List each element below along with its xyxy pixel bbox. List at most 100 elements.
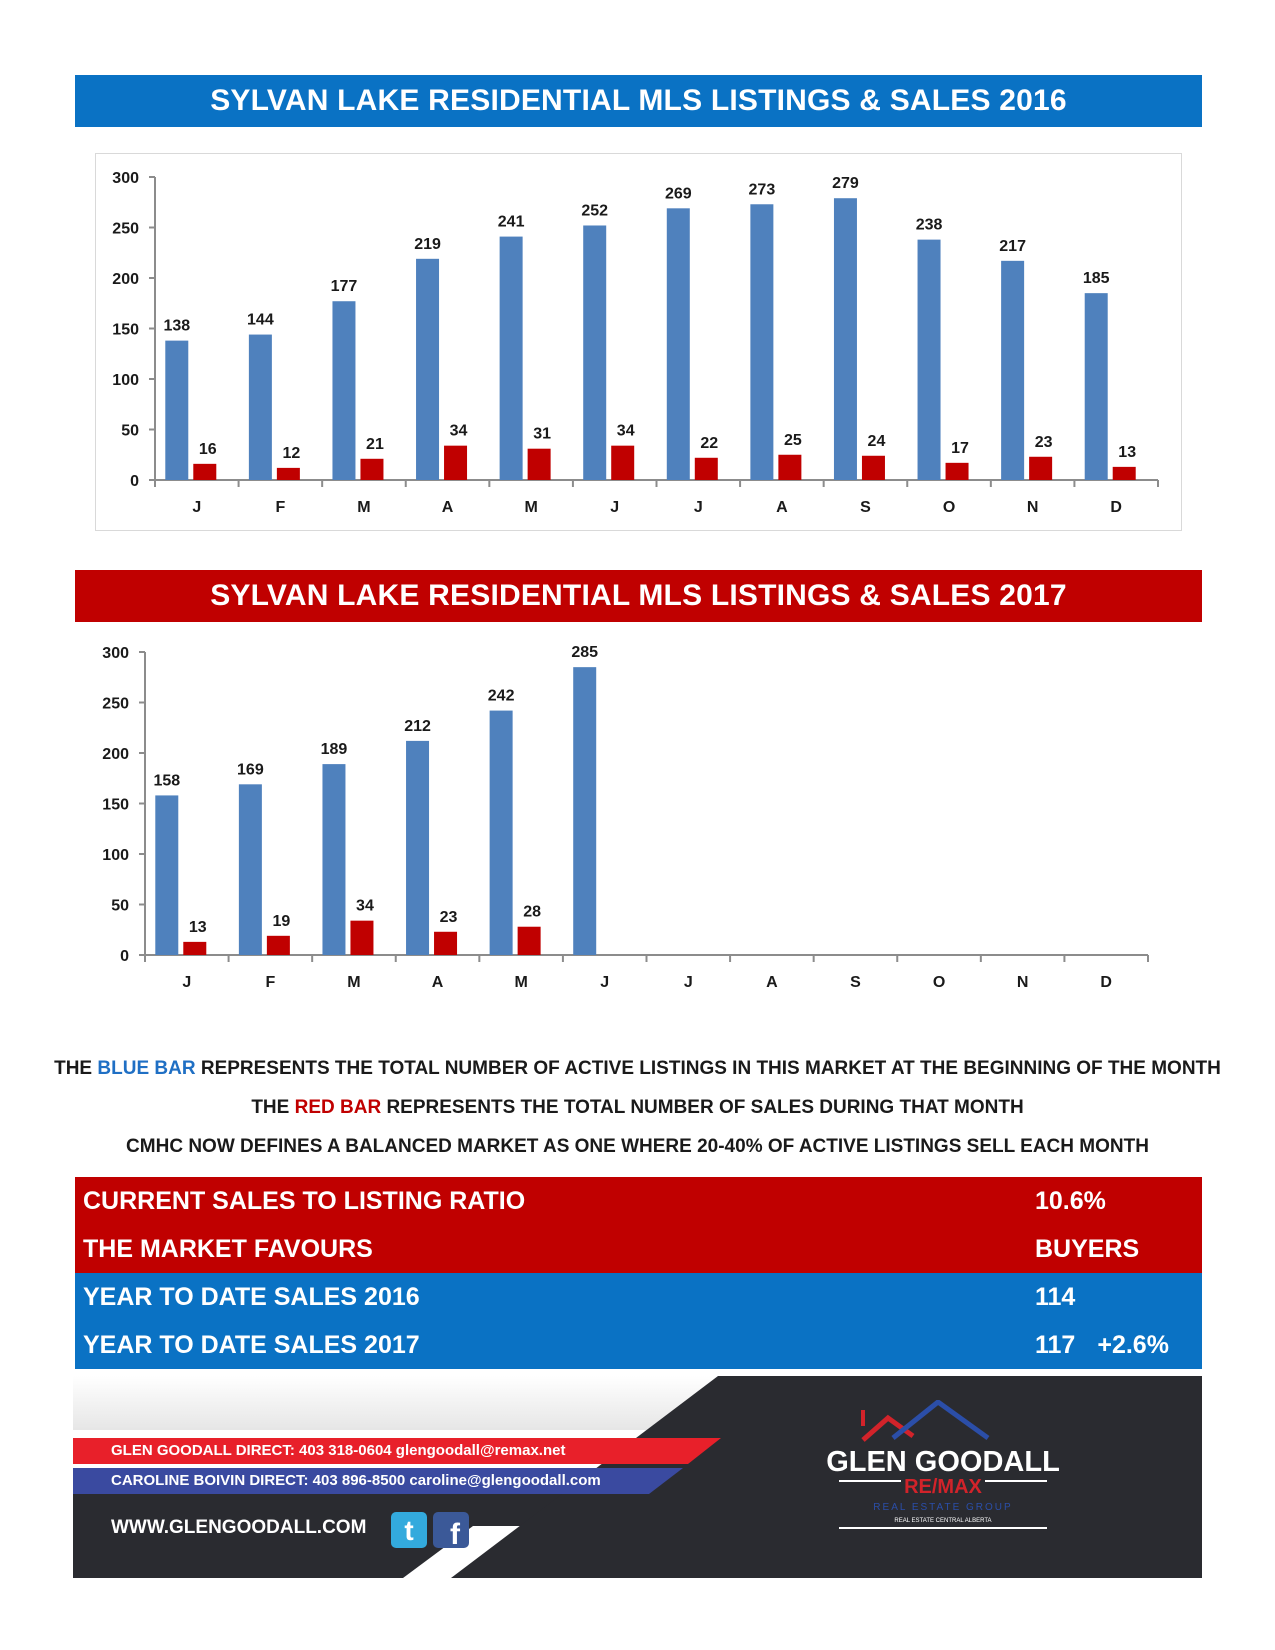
listings-data-label: 185 — [1083, 270, 1110, 287]
sales-data-label: 25 — [784, 432, 802, 449]
x-tick-label: O — [943, 499, 955, 516]
listings-bar — [155, 795, 179, 955]
listings-bar — [499, 236, 523, 480]
y-tick-label: 100 — [112, 372, 139, 389]
listings-data-label: 273 — [749, 181, 776, 198]
twitter-icon[interactable]: t — [391, 1512, 427, 1548]
listings-bar — [1084, 293, 1108, 480]
stat-value-favours: BUYERS — [1035, 1234, 1140, 1263]
sales-data-label: 34 — [450, 423, 468, 440]
x-tick-label: N — [1017, 974, 1029, 991]
legend-red-bar: THE RED BAR REPRESENTS THE TOTAL NUMBER … — [251, 1097, 1024, 1118]
chart-title-2016: SYLVAN LAKE RESIDENTIAL MLS LISTINGS & S… — [75, 75, 1202, 127]
listings-bar — [666, 208, 690, 480]
legend-blue-bar: THE BLUE BAR REPRESENTS THE TOTAL NUMBER… — [54, 1058, 1221, 1079]
listings-bar — [165, 340, 189, 480]
sales-data-label: 16 — [199, 441, 217, 458]
x-tick-label: S — [850, 974, 861, 991]
sales-data-label: 34 — [356, 898, 374, 915]
x-tick-label: M — [524, 499, 537, 516]
stat-value-ytd-2016: 114 — [1035, 1282, 1076, 1311]
listings-data-label: 279 — [832, 175, 859, 192]
svg-text:f: f — [450, 1518, 461, 1548]
sales-bar — [527, 448, 551, 480]
listings-data-label: 212 — [404, 718, 431, 735]
y-tick-label: 50 — [121, 423, 139, 440]
listings-bar — [238, 784, 262, 955]
listings-data-label: 217 — [999, 238, 1026, 255]
sales-bar — [1112, 466, 1136, 480]
listings-bar — [489, 710, 513, 955]
sales-bar — [694, 457, 718, 480]
y-tick-label: 300 — [102, 645, 129, 662]
listings-bar — [1001, 260, 1025, 480]
listings-data-label: 252 — [581, 202, 608, 219]
sales-bar — [945, 462, 969, 480]
chart-frame-2016 — [95, 153, 1182, 531]
listings-bar — [416, 258, 440, 480]
y-tick-label: 250 — [112, 221, 139, 238]
y-tick-label: 0 — [130, 473, 139, 490]
sales-bar — [434, 931, 458, 955]
contact-glen: GLEN GOODALL DIRECT: 403 318-0604 glengo… — [111, 1442, 566, 1459]
stat-label-ytd-2017: YEAR TO DATE SALES 2017 — [83, 1330, 420, 1359]
x-tick-label: N — [1027, 499, 1039, 516]
x-tick-label: A — [766, 974, 778, 991]
sales-data-label: 24 — [868, 433, 886, 450]
x-tick-label: M — [347, 974, 360, 991]
sales-data-label: 19 — [272, 913, 290, 930]
sales-bar — [1029, 456, 1053, 480]
listings-bar — [248, 334, 272, 480]
stat-row-ratio: CURRENT SALES TO LISTING RATIO 10.6% — [75, 1177, 1202, 1225]
sales-bar — [276, 467, 300, 480]
x-tick-label: F — [275, 499, 285, 516]
contact-red-stripe — [73, 1438, 721, 1464]
svg-text:t: t — [404, 1515, 413, 1546]
bar-chart-2017: 0 50 100 150 200 250 300 J F M A M J J A S O N D 158 169 189 2… — [102, 644, 1149, 991]
x-tick-label: A — [432, 974, 444, 991]
stat-label-ratio: CURRENT SALES TO LISTING RATIO — [83, 1186, 526, 1215]
facebook-icon[interactable]: f — [433, 1512, 469, 1548]
listings-bar — [583, 225, 607, 480]
listings-data-label: 238 — [916, 217, 943, 234]
x-tick-label: J — [610, 499, 619, 516]
x-tick-label: M — [514, 974, 527, 991]
sales-bar — [611, 445, 635, 480]
listings-data-label: 144 — [247, 312, 274, 329]
x-tick-label: J — [684, 974, 693, 991]
y-tick-label: 0 — [120, 948, 129, 965]
sales-bar — [778, 454, 802, 480]
sales-data-label: 13 — [189, 919, 207, 936]
x-tick-label: A — [776, 499, 788, 516]
x-tick-label: D — [1100, 974, 1112, 991]
listings-data-label: 219 — [414, 236, 441, 253]
listings-bar — [833, 198, 857, 480]
x-tick-label: O — [933, 974, 945, 991]
sales-data-label: 34 — [617, 423, 635, 440]
listings-data-label: 269 — [665, 185, 692, 202]
y-tick-label: 150 — [112, 322, 139, 339]
sales-bar — [193, 463, 217, 480]
contact-caroline: CAROLINE BOIVIN DIRECT: 403 896-8500 car… — [111, 1472, 601, 1489]
sales-bar — [350, 920, 374, 955]
y-tick-label: 200 — [102, 746, 129, 763]
sales-data-label: 23 — [1035, 434, 1053, 451]
listings-bar — [406, 740, 430, 955]
glen-goodall-logo: GLEN GOODALL RE/MAX REAL ESTATE GROUP RE… — [826, 1400, 1060, 1529]
sales-bar — [861, 455, 885, 480]
stat-row-favours: THE MARKET FAVOURS BUYERS — [75, 1225, 1202, 1273]
y-tick-label: 50 — [111, 898, 129, 915]
listings-data-label: 241 — [498, 214, 525, 231]
chart-title-2017: SYLVAN LAKE RESIDENTIAL MLS LISTINGS & S… — [75, 570, 1202, 622]
sales-bar — [517, 926, 541, 955]
website-link[interactable]: WWW.GLENGOODALL.COM — [111, 1517, 367, 1538]
listings-data-label: 138 — [163, 318, 190, 335]
sales-data-label: 17 — [951, 440, 969, 457]
listings-data-label: 242 — [488, 688, 515, 705]
red-bar-keyword: RED BAR — [294, 1097, 382, 1118]
x-tick-label: F — [265, 974, 275, 991]
logo-brand: RE/MAX — [904, 1476, 982, 1498]
listings-data-label: 285 — [571, 644, 598, 661]
sales-data-label: 23 — [440, 909, 458, 926]
y-tick-label: 200 — [112, 271, 139, 288]
